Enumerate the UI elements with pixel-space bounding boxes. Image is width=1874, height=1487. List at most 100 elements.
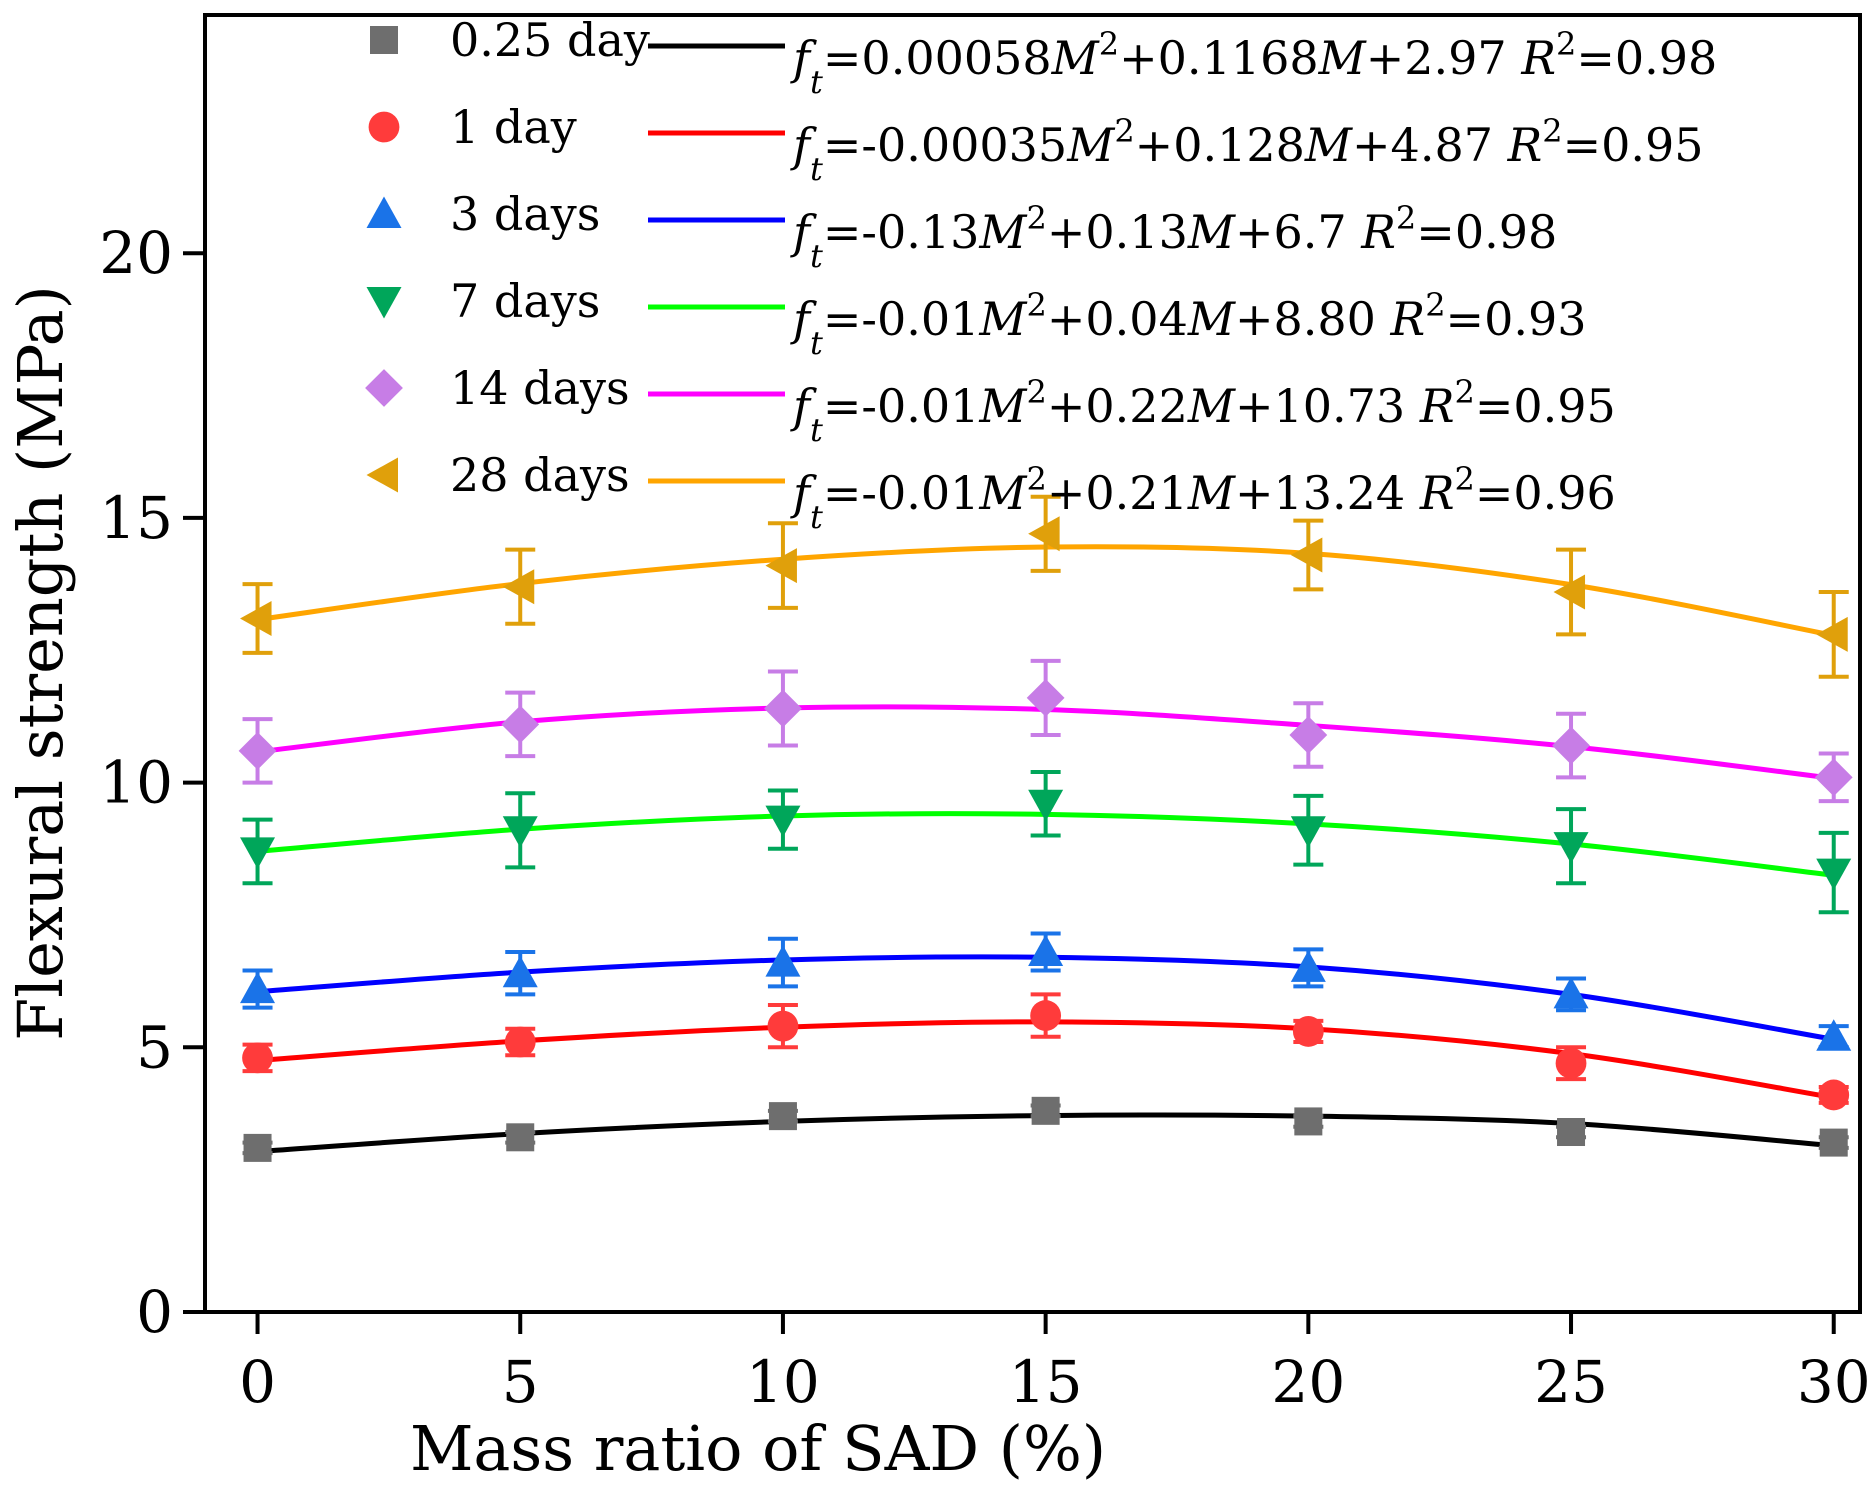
equation-body: =0.00058 [823, 31, 1052, 85]
y-axis-title: Flexural strength (MPa) [4, 285, 77, 1041]
data-point [1028, 934, 1064, 967]
legend: 0.25 day ft=0.00058M2+0.1168M+2.97 R2=0.9… [365, 13, 1717, 536]
equation-sq: 2 [1114, 112, 1134, 150]
equation-m1: M [1187, 292, 1237, 346]
legend-entry-4: 14 days ft=-0.01M2+0.22M+10.73 R2=0.95 [365, 361, 1616, 449]
equation-sq: 2 [1027, 460, 1047, 498]
y-tick-label: 5 [136, 1013, 173, 1081]
equation-tail: +8.80 [1235, 292, 1391, 346]
legend-marker [368, 111, 400, 143]
data-point [501, 705, 540, 744]
equation-r: R [1390, 292, 1426, 346]
equation-m1: M [1187, 379, 1237, 433]
equation-body: =-0.01 [823, 379, 980, 433]
equation-rval: =0.98 [1576, 31, 1717, 85]
data-point [506, 1123, 535, 1152]
legend-label: 14 days [450, 361, 630, 415]
data-point [1028, 789, 1064, 822]
fit-equation: ft=-0.13M2+0.13M+6.7 R2=0.98 [790, 199, 1557, 275]
y-axis-ticks: 0 5 10 15 20 [99, 219, 205, 1346]
data-point [1289, 716, 1328, 754]
error-bars [242, 494, 1849, 1156]
equation-m2: M [978, 205, 1028, 259]
equation-rsq: 2 [1454, 460, 1474, 498]
equation-tail: +2.97 [1366, 31, 1522, 85]
y-tick-label: 10 [99, 749, 173, 817]
data-point [502, 955, 538, 988]
data-point [1814, 758, 1853, 797]
legend-label: 28 days [450, 448, 630, 502]
equation-m1: M [1187, 466, 1237, 520]
equation-mid: +0.21 [1047, 466, 1188, 520]
equation-rsq: 2 [1556, 25, 1576, 63]
fit-equation: ft=-0.00035M2+0.128M+4.87 R2=0.95 [790, 112, 1704, 188]
equation-sub: t [810, 237, 823, 275]
legend-entry-2: 3 days ft=-0.13M2+0.13M+6.7 R2=0.98 [366, 187, 1557, 275]
data-point [1552, 726, 1590, 765]
equation-sq: 2 [1099, 25, 1119, 63]
x-tick-label: 30 [1797, 1348, 1871, 1416]
x-axis-ticks: 0 5 10 15 20 25 30 [239, 1312, 1871, 1416]
equation-tail: +4.87 [1352, 118, 1508, 172]
fit-equation: ft=-0.01M2+0.22M+10.73 R2=0.95 [790, 373, 1616, 449]
data-point [768, 1102, 797, 1131]
data-point [240, 837, 276, 869]
data-point [1028, 516, 1060, 552]
legend-label: 0.25 day [450, 13, 650, 67]
data-point [767, 1010, 799, 1042]
equation-m2: M [1051, 31, 1101, 85]
equation-m2: M [978, 292, 1028, 346]
fit-equation: ft=0.00058M2+0.1168M+2.97 R2=0.98 [790, 25, 1717, 101]
data-point [1292, 1016, 1324, 1047]
equation-sub: t [810, 411, 823, 449]
equation-body: =-0.13 [823, 205, 980, 259]
equation-m1: M [1304, 118, 1354, 172]
data-point [1031, 1096, 1060, 1125]
equation-rval: =0.95 [1475, 379, 1616, 433]
legend-marker [370, 26, 398, 54]
y-tick-label: 20 [99, 219, 173, 287]
legend-label: 3 days [450, 187, 600, 241]
data-point [764, 689, 802, 728]
data-point [243, 1133, 272, 1162]
data-point [765, 945, 801, 977]
equation-m2: M [978, 379, 1028, 433]
x-tick-label: 5 [502, 1348, 539, 1416]
equation-m2: M [978, 466, 1028, 520]
equation-mid: +0.1168 [1119, 31, 1319, 85]
y-tick-label: 15 [99, 484, 173, 552]
data-point [240, 601, 272, 637]
equation-rsq: 2 [1542, 112, 1562, 150]
legend-label: 1 day [450, 100, 577, 154]
legend-entry-5: 28 days ft=-0.01M2+0.21M+13.24 R2=0.96 [366, 448, 1616, 536]
equation-sub: t [810, 63, 823, 101]
x-tick-label: 20 [1271, 1348, 1345, 1416]
equation-body: =-0.01 [823, 466, 980, 520]
data-point [240, 971, 276, 1004]
plot-frame [203, 13, 1862, 1314]
equation-m1: M [1318, 31, 1368, 85]
equation-tail: +6.7 [1235, 205, 1361, 259]
equation-m1: M [1187, 205, 1237, 259]
equation-rval: =0.95 [1563, 118, 1704, 172]
equation-mid: +0.22 [1047, 379, 1188, 433]
x-tick-label: 25 [1534, 1348, 1608, 1416]
equation-mid: +0.04 [1047, 292, 1188, 346]
equation-r: R [1419, 466, 1455, 520]
legend-entry-0: 0.25 day ft=0.00058M2+0.1168M+2.97 R2=0.9… [370, 13, 1717, 101]
equation-sq: 2 [1027, 286, 1047, 324]
data-point [1555, 1047, 1587, 1079]
fit-curves [257, 544, 1835, 1155]
data-point [1290, 816, 1326, 848]
data-point [1816, 616, 1848, 652]
data-point [1553, 832, 1589, 864]
equation-r: R [1520, 31, 1556, 85]
legend-entry-3: 7 days ft=-0.01M2+0.04M+8.80 R2=0.93 [366, 274, 1587, 362]
data-point [1819, 1128, 1848, 1157]
equation-body: =-0.00035 [823, 118, 1067, 172]
data-point [1553, 574, 1586, 610]
data-point [1557, 1118, 1586, 1147]
legend-label: 7 days [450, 274, 600, 328]
data-point [765, 548, 797, 584]
